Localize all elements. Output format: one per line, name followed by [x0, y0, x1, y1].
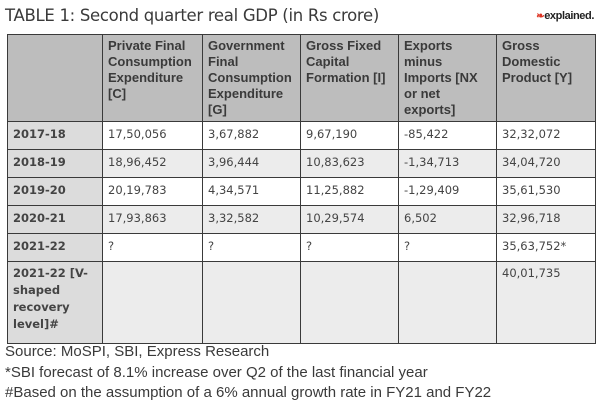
table-cell: -1,34,713 [398, 149, 497, 178]
row-label: 2020-21 [7, 205, 103, 234]
row-label: 2021-22 [7, 233, 103, 262]
logo-text: explained. [544, 10, 594, 22]
table-cell: 3,67,882 [202, 121, 301, 150]
table-cell: 9,67,190 [300, 121, 399, 150]
table-cell: 6,502 [398, 205, 497, 234]
header-net-exports: Exports minus Imports [NX or net exports… [398, 34, 497, 122]
header-private-consumption: Private Final Consumption Expenditure [C… [102, 34, 203, 122]
table-cell: 18,96,452 [102, 149, 203, 178]
table-cell: -1,29,409 [398, 177, 497, 206]
table-cell: ? [102, 233, 203, 262]
table-row: 2021-22???? 35,63,752* [7, 233, 596, 262]
table-row: 2021-22 [V-shaped recovery level]# 40,01,… [7, 261, 596, 344]
table-cell: 35,61,530 [496, 177, 596, 206]
row-label: 2018-19 [7, 149, 103, 178]
table-cell: 17,93,863 [102, 205, 203, 234]
table-cell: 3,96,444 [202, 149, 301, 178]
header-blank [7, 34, 103, 122]
row-label: 2017-18 [7, 121, 103, 150]
assumption-footnote: #Based on the assumption of a 6% annual … [5, 384, 492, 401]
table-row: 2017-18 17,50,056 3,67,882 9,67,190 -85,422 3… [7, 121, 596, 150]
table-cell: -85,422 [398, 121, 497, 150]
express-explained-logo: ❧explained. [536, 10, 594, 22]
table-cell [300, 261, 399, 344]
table-title: TABLE 1: Second quarter real GDP (in Rs … [5, 6, 380, 25]
table-cell: 35,63,752* [496, 233, 596, 262]
row-label: 2021-22 [V-shaped recovery level]# [7, 261, 103, 344]
table-cell: 40,01,735 [496, 261, 596, 344]
forecast-footnote: *SBI forecast of 8.1% increase over Q2 o… [5, 363, 428, 381]
table-cell: ? [398, 233, 497, 262]
table-cell [398, 261, 497, 344]
table-cell: 32,32,072 [496, 121, 596, 150]
table-cell: ? [202, 233, 301, 262]
table-cell: 11,25,882 [300, 177, 399, 206]
table-cell: 3,32,582 [202, 205, 301, 234]
row-label: 2019-20 [7, 177, 103, 206]
table-cell: 10,83,623 [300, 149, 399, 178]
table-cell: 32,96,718 [496, 205, 596, 234]
header-gdp: Gross Domestic Product [Y] [496, 34, 596, 122]
table-cell: 10,29,574 [300, 205, 399, 234]
table-cell: 17,50,056 [102, 121, 203, 150]
logo-mark-icon: ❧ [536, 11, 545, 22]
table-header-row: Private Final Consumption Expenditure [C… [7, 34, 596, 122]
table-row: 2019-20 20,19,783 4,34,571 11,25,882 -1,29,4… [7, 177, 596, 206]
header-gross-fixed-capital: Gross Fixed Capital Formation [I] [300, 34, 399, 122]
table-cell: 4,34,571 [202, 177, 301, 206]
table-cell: 34,04,720 [496, 149, 596, 178]
notes: Source: MoSPI, SBI, Express Research *SB… [5, 342, 491, 404]
table-cell [102, 261, 203, 344]
gdp-table: Private Final Consumption Expenditure [C… [7, 34, 596, 344]
source-note: Source: MoSPI, SBI, Express Research [5, 343, 270, 360]
table-row: 2018-19 18,96,452 3,96,444 10,83,623 -1,34,7… [7, 149, 596, 178]
table-row: 2020-21 17,93,863 3,32,582 10,29,574 6,502 32… [7, 205, 596, 234]
table-cell: 20,19,783 [102, 177, 203, 206]
header-government-consumption: Government Final Consumption Expenditure… [202, 34, 301, 122]
table-cell: ? [300, 233, 399, 262]
table-cell [202, 261, 301, 344]
